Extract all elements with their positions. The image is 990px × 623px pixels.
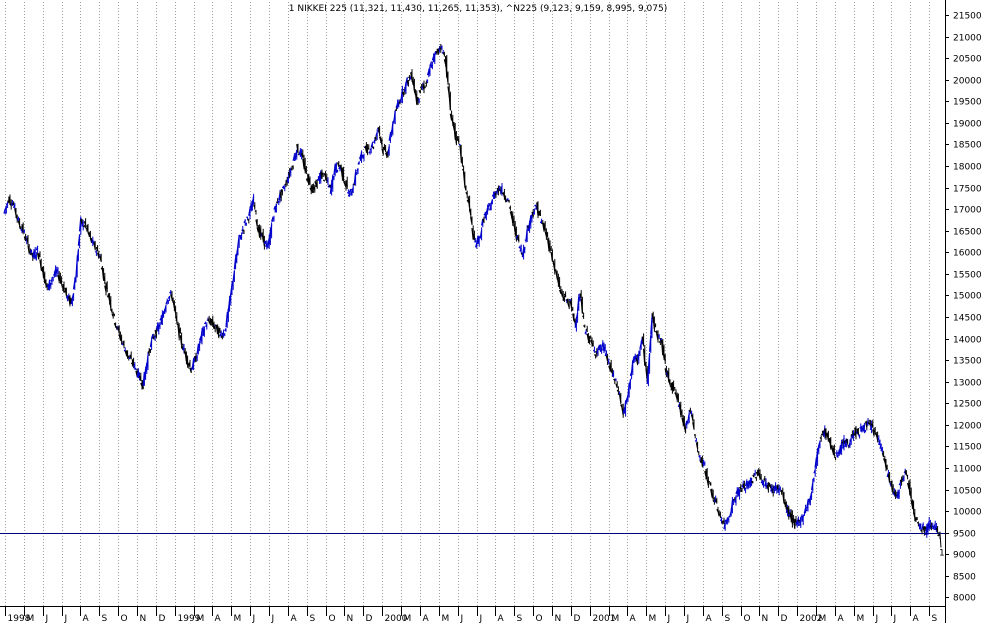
x-tick-label: M: [857, 614, 865, 623]
y-tick-label: 21500: [953, 12, 982, 22]
x-tick-label: A: [83, 614, 90, 623]
x-tick-label: O: [536, 614, 543, 623]
y-tick-label: 21000: [953, 34, 982, 44]
x-tick-label: A: [291, 614, 298, 623]
x-tick-label: M: [442, 614, 450, 623]
y-tick-label: 15000: [953, 292, 982, 302]
y-tick-label: 8500: [953, 573, 976, 583]
y-tick-label: 16500: [953, 228, 982, 238]
x-tick-label: A: [498, 614, 505, 623]
x-tick-label: J: [45, 614, 49, 623]
y-tick-label: 10500: [953, 487, 982, 497]
x-tick-label: 2000: [385, 614, 408, 623]
x-tick-label: M: [649, 614, 657, 623]
y-tick-label: 16000: [953, 249, 982, 259]
x-tick-label: O: [744, 614, 751, 623]
y-tick-label: 19000: [953, 120, 982, 130]
y-tick-label: 17000: [953, 206, 982, 216]
x-tick-label: S: [310, 614, 316, 623]
x-tick-label: A: [838, 614, 845, 623]
y-tick-label: 11000: [953, 465, 982, 475]
y-tick-label: 20000: [953, 77, 982, 87]
x-tick-label: N: [347, 614, 354, 623]
y-tick-label: 8000: [953, 594, 976, 604]
x-tick-label: J: [893, 614, 897, 623]
x-tick-label: D: [366, 614, 373, 623]
y-tick-label: 18500: [953, 141, 982, 151]
x-tick-label: J: [64, 614, 68, 623]
x-tick-label: S: [932, 614, 938, 623]
chart-title: 1 NIKKEI 225 (11,321, 11,430, 11,265, 11…: [289, 4, 667, 14]
x-tick-label: N: [555, 614, 562, 623]
x-tick-label: A: [215, 614, 222, 623]
y-tick-label: 10000: [953, 508, 982, 518]
y-tick-label: 20500: [953, 55, 982, 65]
x-tick-label: D: [159, 614, 166, 623]
y-tick-label: 13000: [953, 379, 982, 389]
y-tick-label: 15500: [953, 271, 982, 281]
price-series: [3, 43, 941, 539]
x-tick-label: M: [404, 614, 412, 623]
x-tick-label: A: [630, 614, 637, 623]
x-tick-label: J: [875, 614, 879, 623]
x-tick-label: A: [706, 614, 713, 623]
y-tick-label: 19500: [953, 98, 982, 108]
x-tick-label: M: [197, 614, 205, 623]
x-tick-label: O: [329, 614, 336, 623]
x-tick-label: 1998: [8, 614, 31, 623]
y-tick-label: 12500: [953, 400, 982, 410]
y-tick-label: 12000: [953, 422, 982, 432]
y-tick-label: 13500: [953, 357, 982, 367]
x-tick-label: 2002: [800, 614, 823, 623]
x-tick-label: A: [913, 614, 920, 623]
x-tick-label: M: [234, 614, 242, 623]
x-tick-label: J: [667, 614, 671, 623]
support-marker-label: 1: [939, 549, 945, 559]
x-tick-label: D: [781, 614, 788, 623]
x-tick-label: J: [460, 614, 464, 623]
x-tick-label: M: [612, 614, 620, 623]
x-tick-label: 1999: [178, 614, 201, 623]
x-tick-label: 2001: [593, 614, 616, 623]
y-tick-label: 14000: [953, 336, 982, 346]
x-tick-label: J: [686, 614, 690, 623]
y-tick-label: 11500: [953, 443, 982, 453]
x-tick-label: S: [517, 614, 523, 623]
x-tick-label: A: [423, 614, 430, 623]
x-tick-label: O: [121, 614, 128, 623]
y-tick-label: 14500: [953, 314, 982, 324]
x-tick-label: D: [574, 614, 581, 623]
x-tick-label: J: [271, 614, 275, 623]
support-marker-line: [939, 533, 942, 548]
y-tick-label: 18000: [953, 163, 982, 173]
y-tick-label: 17500: [953, 185, 982, 195]
x-tick-label: S: [102, 614, 108, 623]
y-tick-label: 9500: [953, 530, 976, 540]
x-tick-label: J: [252, 614, 256, 623]
x-tick-label: N: [140, 614, 147, 623]
x-tick-label: M: [819, 614, 827, 623]
y-tick-label: 9000: [953, 551, 976, 561]
x-tick-label: S: [725, 614, 731, 623]
x-tick-label: J: [479, 614, 483, 623]
x-tick-label: N: [762, 614, 769, 623]
x-tick-label: M: [27, 614, 35, 623]
